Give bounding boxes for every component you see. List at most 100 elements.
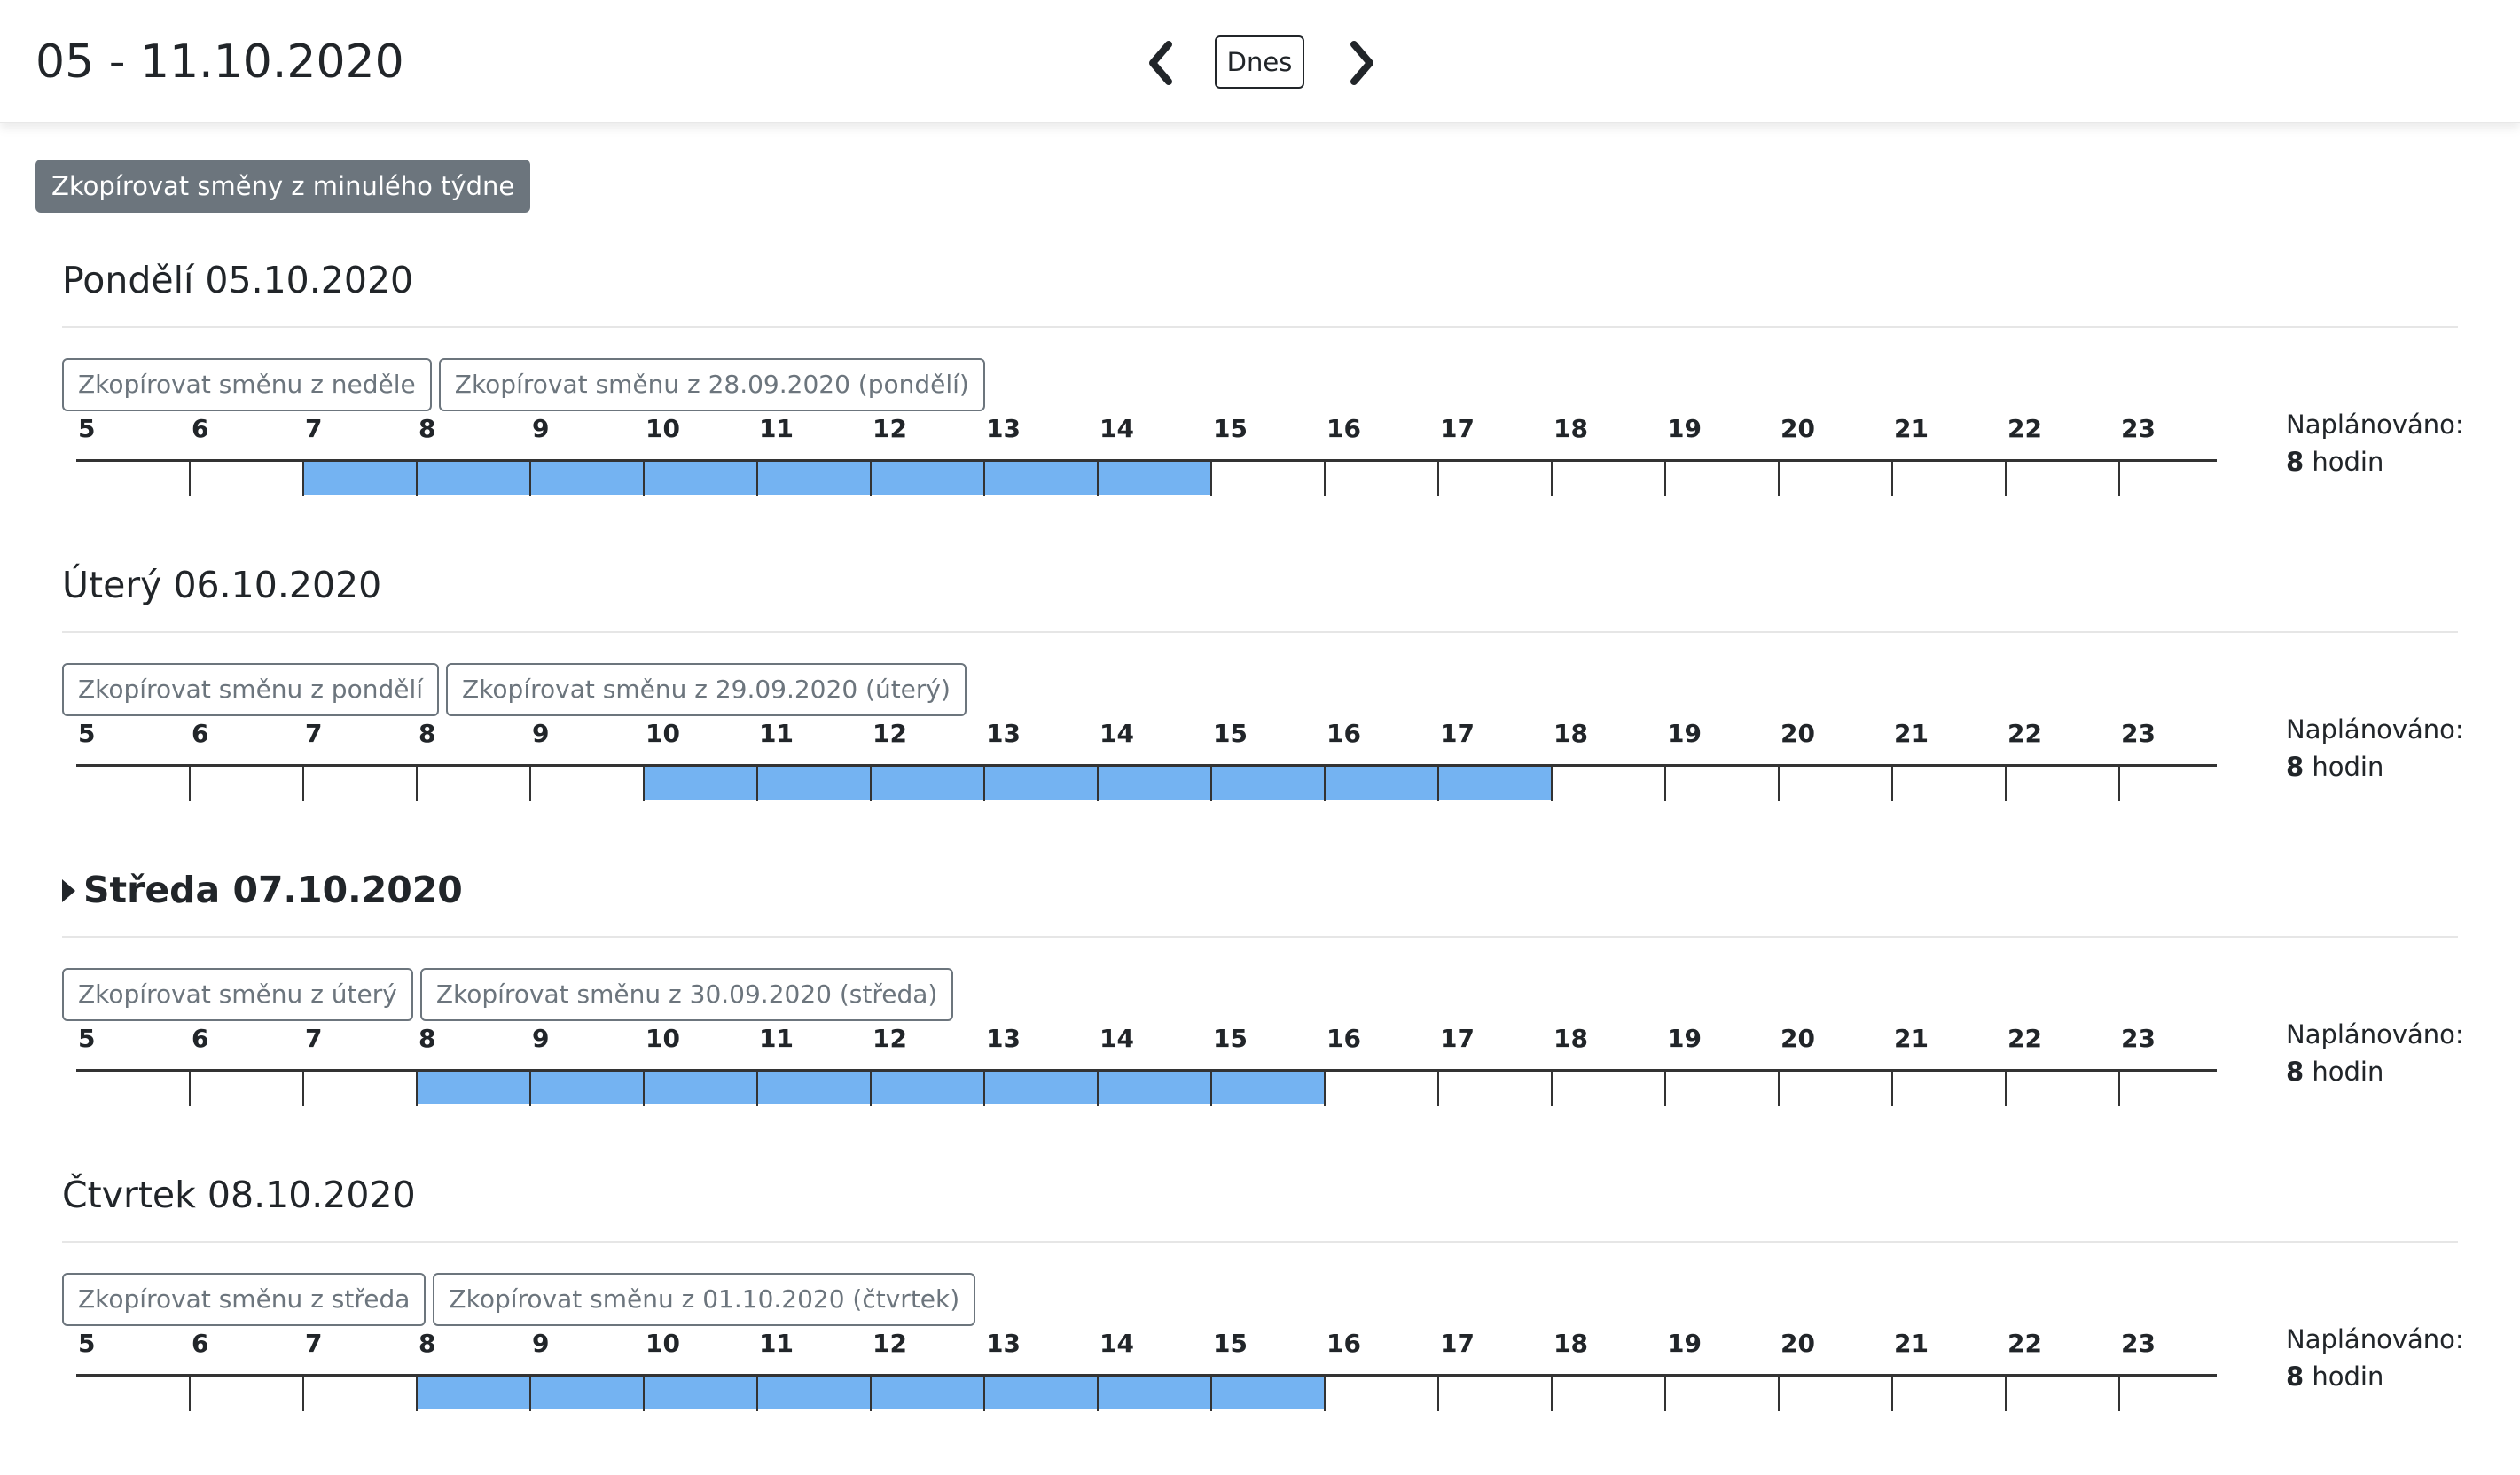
chevron-left-icon[interactable] (1135, 32, 1188, 94)
hour-tick (1551, 461, 1553, 496)
shift-timeline[interactable]: 5 6 7 8 9 10 11 12 13 14 15 16 17 18 19 20 21 22 23 (0, 413, 2252, 511)
hour-label: 5 (78, 719, 96, 748)
shift-hour-cell[interactable] (530, 1072, 644, 1104)
shift-hour-cell[interactable] (530, 462, 644, 495)
day-title[interactable]: Středa 07.10.2020 (83, 869, 463, 911)
shift-hour-cell[interactable] (644, 1072, 757, 1104)
hour-tick (870, 1376, 872, 1411)
shift-timeline[interactable]: 5 6 7 8 9 10 11 12 13 14 15 16 17 18 19 20 21 22 23 (0, 1328, 2252, 1425)
hour-label: 21 (1894, 414, 1929, 443)
caret-right-icon[interactable] (62, 879, 75, 902)
day-title: Čtvrtek 08.10.2020 (62, 1174, 416, 1216)
copy-previous-day-button[interactable]: Zkopírovat směnu z středa (62, 1273, 427, 1326)
hour-tick (983, 1071, 985, 1106)
hour-label: 20 (1780, 1024, 1815, 1053)
hour-tick (2118, 1071, 2120, 1106)
copy-previous-day-button[interactable]: Zkopírovat směnu z neděle (62, 358, 432, 411)
shift-hour-cell[interactable] (871, 767, 984, 800)
shift-hour-cell[interactable] (644, 767, 757, 800)
hour-label: 18 (1553, 719, 1588, 748)
hour-tick (1891, 461, 1893, 496)
hour-tick (416, 461, 418, 496)
hour-label: 23 (2121, 1024, 2156, 1053)
shift-hour-cell[interactable] (1098, 1377, 1211, 1409)
hour-label: 15 (1213, 719, 1248, 748)
hour-tick (1097, 1071, 1099, 1106)
shift-hour-cell[interactable] (417, 462, 530, 495)
hour-label: 22 (2007, 719, 2042, 748)
shift-hour-cell[interactable] (417, 1377, 530, 1409)
hour-tick (1891, 1376, 1893, 1411)
shift-hour-cell[interactable] (1211, 1377, 1325, 1409)
shift-hour-cell[interactable] (984, 1377, 1098, 1409)
planned-summary: Naplánováno: 8 hodin (2286, 1321, 2464, 1395)
hour-label: 14 (1100, 1024, 1134, 1053)
hour-label: 16 (1327, 1024, 1361, 1053)
hour-tick (1778, 1071, 1780, 1106)
shift-hour-cell[interactable] (871, 462, 984, 495)
hour-tick (302, 1071, 304, 1106)
shift-hour-cell[interactable] (1098, 767, 1211, 800)
copy-last-week-day-button[interactable]: Zkopírovat směnu z 28.09.2020 (pondělí) (438, 358, 985, 411)
hour-tick (1778, 766, 1780, 801)
shift-hour-cell[interactable] (757, 1072, 871, 1104)
hour-tick (756, 1071, 758, 1106)
hour-label: 8 (419, 1329, 436, 1358)
copy-shift-buttons: Zkopírovat směnu z úterý Zkopírovat směnu… (62, 968, 954, 1021)
shift-hour-cell[interactable] (1438, 767, 1552, 800)
hour-label: 13 (986, 414, 1021, 443)
chevron-right-icon[interactable] (1334, 32, 1388, 94)
hour-label: 6 (192, 414, 209, 443)
hour-label: 12 (873, 1024, 907, 1053)
planned-summary: Naplánováno: 8 hodin (2286, 711, 2464, 785)
timeline-axis (76, 1069, 2217, 1072)
hour-tick (302, 766, 304, 801)
copy-last-week-day-button[interactable]: Zkopírovat směnu z 01.10.2020 (čtvrtek) (433, 1273, 976, 1326)
shift-hour-cell[interactable] (644, 462, 757, 495)
planned-unit: hodin (2312, 1057, 2384, 1087)
shift-hour-cell[interactable] (757, 767, 871, 800)
hour-label: 20 (1780, 1329, 1815, 1358)
shift-hour-cell[interactable] (1098, 462, 1211, 495)
copy-shift-buttons: Zkopírovat směnu z neděle Zkopírovat směn… (62, 358, 985, 411)
hour-label: 21 (1894, 1024, 1929, 1053)
shift-hour-cell[interactable] (984, 462, 1098, 495)
shift-hour-cell[interactable] (644, 1377, 757, 1409)
hour-label: 18 (1553, 414, 1588, 443)
shift-hour-cell[interactable] (1098, 1072, 1211, 1104)
hour-tick (1551, 1376, 1553, 1411)
hour-label: 22 (2007, 1329, 2042, 1358)
shift-hour-cell[interactable] (757, 1377, 871, 1409)
shift-hour-cell[interactable] (417, 1072, 530, 1104)
today-button[interactable]: Dnes (1215, 35, 1304, 89)
hour-label: 10 (646, 414, 680, 443)
shift-timeline[interactable]: 5 6 7 8 9 10 11 12 13 14 15 16 17 18 19 20 21 22 23 (0, 718, 2252, 816)
shift-hour-cell[interactable] (530, 1377, 644, 1409)
planned-label: Naplánováno: (2286, 714, 2464, 745)
hour-tick (643, 1376, 645, 1411)
week-header: 05 - 11.10.2020 Dnes (0, 0, 2520, 123)
copy-previous-day-button[interactable]: Zkopírovat směnu z pondělí (62, 663, 440, 716)
shift-hour-cell[interactable] (984, 767, 1098, 800)
copy-last-week-day-button[interactable]: Zkopírovat směnu z 29.09.2020 (úterý) (446, 663, 967, 716)
copy-previous-day-button[interactable]: Zkopírovat směnu z úterý (62, 968, 413, 1021)
copy-last-week-day-button[interactable]: Zkopírovat směnu z 30.09.2020 (středa) (419, 968, 954, 1021)
shift-hour-cell[interactable] (1211, 1072, 1325, 1104)
shift-hour-cell[interactable] (871, 1377, 984, 1409)
shift-hour-cell[interactable] (303, 462, 417, 495)
shift-hour-cell[interactable] (871, 1072, 984, 1104)
shift-hour-cell[interactable] (1325, 767, 1438, 800)
hour-tick (529, 461, 531, 496)
week-range-title: 05 - 11.10.2020 (35, 35, 404, 89)
shift-hour-cell[interactable] (757, 462, 871, 495)
shift-hour-cell[interactable] (984, 1072, 1098, 1104)
shift-timeline[interactable]: 5 6 7 8 9 10 11 12 13 14 15 16 17 18 19 20 21 22 23 (0, 1023, 2252, 1120)
copy-week-button[interactable]: Zkopírovat směny z minulého týdne (35, 160, 531, 213)
shift-hour-cell[interactable] (1211, 767, 1325, 800)
day-title: Úterý 06.10.2020 (62, 564, 382, 606)
hour-label: 12 (873, 414, 907, 443)
planned-hours: 8 (2286, 1362, 2305, 1392)
hour-tick (756, 766, 758, 801)
hour-tick (189, 1376, 191, 1411)
hour-label: 16 (1327, 1329, 1361, 1358)
